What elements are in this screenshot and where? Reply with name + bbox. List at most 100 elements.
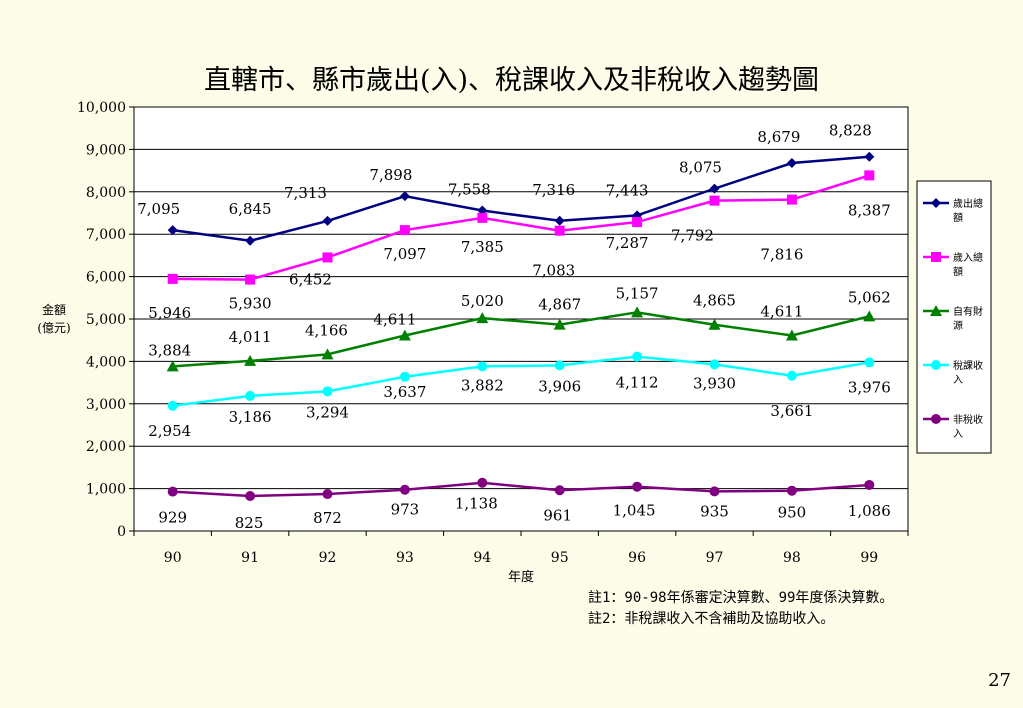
data-point bbox=[322, 252, 333, 263]
data-point bbox=[399, 371, 410, 382]
data-point bbox=[399, 191, 410, 202]
data-point bbox=[632, 351, 643, 362]
x-axis-title: 年度 bbox=[508, 569, 534, 585]
x-tick-label: 90 bbox=[164, 550, 182, 566]
data-label: 8,679 bbox=[757, 128, 800, 146]
data-point bbox=[322, 386, 333, 397]
data-point bbox=[553, 318, 566, 330]
footnote-2: 註2：非稅課收入不含補助及協助收入。 bbox=[588, 611, 835, 627]
data-point bbox=[785, 329, 798, 341]
data-label: 935 bbox=[700, 502, 729, 520]
x-tick-label: 97 bbox=[706, 550, 724, 566]
y-tick-label: 5,000 bbox=[86, 312, 126, 328]
data-point bbox=[245, 491, 256, 502]
y-tick-label: 9,000 bbox=[86, 142, 126, 158]
data-point bbox=[398, 329, 411, 341]
x-tick-label: 92 bbox=[319, 550, 337, 566]
y-tick-label: 0 bbox=[117, 524, 126, 540]
data-label: 3,930 bbox=[693, 374, 736, 392]
data-label: 7,097 bbox=[383, 245, 426, 263]
data-label: 1,045 bbox=[613, 502, 656, 520]
legend-marker bbox=[931, 360, 941, 370]
data-point bbox=[632, 481, 643, 492]
x-tick-label: 95 bbox=[551, 550, 569, 566]
legend-label: 入 bbox=[953, 429, 963, 440]
data-point bbox=[167, 225, 178, 236]
data-point bbox=[632, 217, 643, 228]
series-line-0 bbox=[172, 155, 870, 243]
data-point bbox=[864, 479, 875, 490]
data-label: 8,075 bbox=[679, 159, 722, 177]
y-tick-label: 6,000 bbox=[86, 270, 126, 286]
legend-marker bbox=[931, 198, 941, 208]
data-point bbox=[709, 359, 720, 370]
y-axis-title: 金額 bbox=[42, 302, 66, 317]
y-tick-label: 8,000 bbox=[86, 185, 126, 201]
legend-marker bbox=[931, 252, 941, 262]
data-label: 825 bbox=[235, 514, 264, 532]
data-label: 7,287 bbox=[606, 234, 649, 252]
chart-title: 直轄市、縣市歲出(入)、稅課收入及非稅收入趨勢圖 bbox=[203, 65, 820, 96]
series-line-1 bbox=[172, 174, 870, 281]
legend-label: 額 bbox=[953, 265, 963, 278]
data-label: 3,906 bbox=[538, 377, 581, 395]
data-label: 7,816 bbox=[760, 246, 803, 264]
data-point bbox=[631, 306, 644, 318]
data-point bbox=[476, 312, 489, 324]
data-label: 872 bbox=[313, 509, 342, 527]
x-tick-label: 99 bbox=[860, 550, 878, 566]
x-tick-label: 94 bbox=[473, 550, 491, 566]
data-label: 973 bbox=[391, 501, 420, 519]
data-label: 7,792 bbox=[671, 227, 714, 245]
series-line-3 bbox=[172, 355, 870, 407]
legend-marker bbox=[930, 305, 942, 316]
data-label: 961 bbox=[543, 506, 572, 524]
y-tick-label: 10,000 bbox=[77, 100, 126, 116]
data-label: 1,086 bbox=[848, 502, 891, 520]
y-tick-label: 3,000 bbox=[86, 397, 126, 413]
data-label: 3,186 bbox=[229, 408, 272, 426]
data-point bbox=[709, 183, 720, 194]
legend-label: 歲入總 bbox=[953, 251, 983, 264]
data-label: 3,294 bbox=[306, 403, 349, 421]
data-label: 4,611 bbox=[760, 302, 803, 320]
data-point bbox=[786, 194, 797, 205]
data-label: 7,095 bbox=[137, 200, 180, 218]
data-label: 7,558 bbox=[448, 181, 491, 199]
data-label: 950 bbox=[778, 504, 807, 522]
data-point bbox=[167, 486, 178, 497]
data-label: 5,020 bbox=[461, 292, 504, 310]
series-line-2 bbox=[172, 311, 870, 368]
data-label: 2,954 bbox=[148, 422, 191, 440]
data-point bbox=[864, 357, 875, 368]
data-point bbox=[477, 361, 488, 372]
data-label: 7,316 bbox=[532, 181, 575, 199]
y-axis-title: (億元) bbox=[37, 321, 70, 335]
data-label: 3,661 bbox=[770, 402, 813, 420]
data-label: 5,157 bbox=[616, 284, 659, 302]
data-label: 3,882 bbox=[461, 376, 504, 394]
data-point bbox=[321, 348, 334, 360]
data-label: 7,385 bbox=[461, 238, 504, 256]
data-point bbox=[167, 400, 178, 411]
data-label: 7,083 bbox=[532, 262, 575, 280]
legend-label: 入 bbox=[953, 375, 963, 386]
data-point bbox=[166, 360, 179, 372]
data-point bbox=[399, 484, 410, 495]
footnotes: 註1：90-98年係審定決算數、99年度係決算數。 註2：非稅課收入不含補助及協… bbox=[588, 588, 893, 630]
data-point bbox=[709, 195, 720, 206]
data-point bbox=[554, 485, 565, 496]
x-tick-label: 98 bbox=[783, 550, 801, 566]
legend-label: 源 bbox=[953, 319, 963, 332]
data-point bbox=[864, 170, 875, 181]
data-label: 8,828 bbox=[829, 122, 872, 140]
data-label: 4,166 bbox=[305, 321, 348, 339]
footnote-1: 註1：90-98年係審定決算數、99年度係決算數。 bbox=[588, 590, 894, 606]
data-label: 4,865 bbox=[693, 292, 736, 310]
legend-label: 稅課收 bbox=[953, 359, 983, 372]
data-point bbox=[477, 477, 488, 488]
data-point bbox=[786, 485, 797, 496]
data-label: 7,898 bbox=[369, 166, 412, 184]
data-label: 3,637 bbox=[383, 383, 426, 401]
